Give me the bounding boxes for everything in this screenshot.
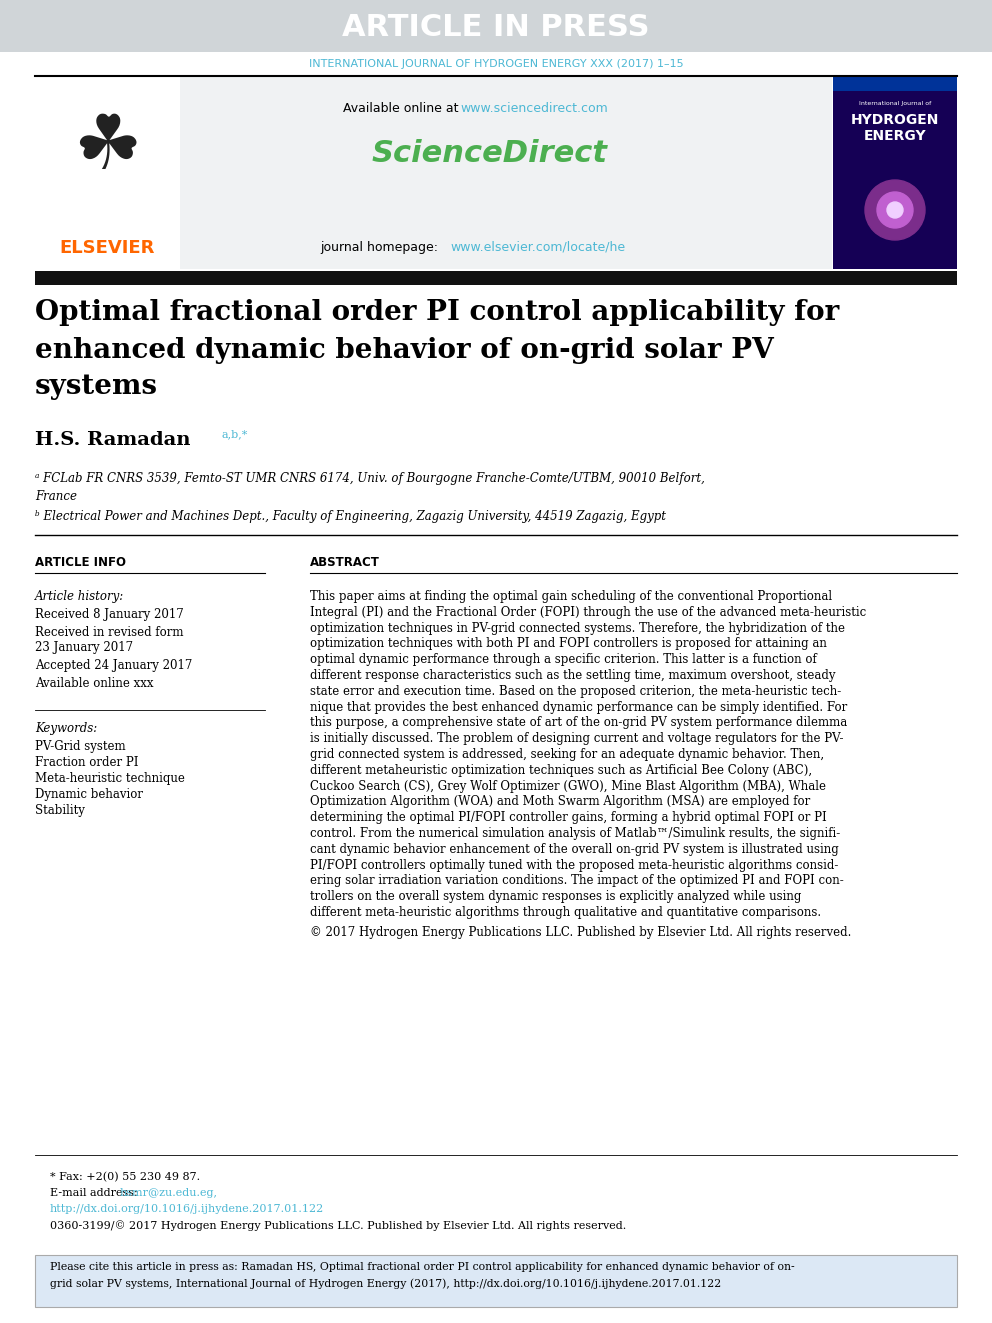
Text: This paper aims at finding the optimal gain scheduling of the conventional Propo: This paper aims at finding the optimal g…: [310, 590, 832, 603]
Text: Available online xxx: Available online xxx: [35, 677, 154, 691]
FancyBboxPatch shape: [0, 0, 992, 52]
Text: PI/FOPI controllers optimally tuned with the proposed meta-heuristic algorithms : PI/FOPI controllers optimally tuned with…: [310, 859, 838, 872]
Text: Received 8 January 2017: Received 8 January 2017: [35, 609, 184, 620]
Text: Stability: Stability: [35, 804, 85, 818]
Text: ABSTRACT: ABSTRACT: [310, 557, 380, 569]
FancyBboxPatch shape: [35, 271, 957, 284]
Text: © 2017 Hydrogen Energy Publications LLC. Published by Elsevier Ltd. All rights r: © 2017 Hydrogen Energy Publications LLC.…: [310, 926, 851, 939]
Text: Integral (PI) and the Fractional Order (FOPI) through the use of the advanced me: Integral (PI) and the Fractional Order (…: [310, 606, 866, 619]
Text: www.elsevier.com/locate/he: www.elsevier.com/locate/he: [450, 241, 625, 254]
Text: Article history:: Article history:: [35, 590, 124, 603]
Text: ☘: ☘: [72, 111, 141, 185]
Text: 23 January 2017: 23 January 2017: [35, 642, 133, 654]
Text: journal homepage:: journal homepage:: [320, 241, 442, 254]
Text: cant dynamic behavior enhancement of the overall on-grid PV system is illustrate: cant dynamic behavior enhancement of the…: [310, 843, 839, 856]
Text: ELSEVIER: ELSEVIER: [60, 239, 155, 257]
Text: ENERGY: ENERGY: [864, 130, 927, 143]
Text: ARTICLE IN PRESS: ARTICLE IN PRESS: [342, 12, 650, 41]
Text: 0360-3199/© 2017 Hydrogen Energy Publications LLC. Published by Elsevier Ltd. Al: 0360-3199/© 2017 Hydrogen Energy Publica…: [50, 1220, 626, 1230]
Text: optimization techniques in PV-grid connected systems. Therefore, the hybridizati: optimization techniques in PV-grid conne…: [310, 622, 845, 635]
Text: ᵇ Electrical Power and Machines Dept., Faculty of Engineering, Zagazig Universit: ᵇ Electrical Power and Machines Dept., F…: [35, 509, 666, 523]
Text: Accepted 24 January 2017: Accepted 24 January 2017: [35, 659, 192, 672]
Text: HYDROGEN: HYDROGEN: [851, 112, 939, 127]
Text: E-mail address:: E-mail address:: [50, 1188, 141, 1199]
Text: Available online at: Available online at: [343, 102, 462, 115]
FancyBboxPatch shape: [180, 77, 832, 269]
Text: this purpose, a comprehensive state of art of the on-grid PV system performance : this purpose, a comprehensive state of a…: [310, 716, 847, 729]
Circle shape: [887, 202, 903, 218]
Text: control. From the numerical simulation analysis of Matlab™/Simulink results, the: control. From the numerical simulation a…: [310, 827, 840, 840]
Text: Please cite this article in press as: Ramadan HS, Optimal fractional order PI co: Please cite this article in press as: Ra…: [50, 1262, 795, 1271]
Text: Fraction order PI: Fraction order PI: [35, 755, 139, 769]
Text: a,b,*: a,b,*: [222, 429, 248, 439]
Text: different metaheuristic optimization techniques such as Artificial Bee Colony (A: different metaheuristic optimization tec…: [310, 763, 812, 777]
Text: * Fax: +2(0) 55 230 49 87.: * Fax: +2(0) 55 230 49 87.: [50, 1172, 200, 1183]
FancyBboxPatch shape: [35, 77, 180, 269]
FancyBboxPatch shape: [35, 1256, 957, 1307]
Text: ScienceDirect: ScienceDirect: [372, 139, 608, 168]
Text: nique that provides the best enhanced dynamic performance can be simply identifi: nique that provides the best enhanced dy…: [310, 701, 847, 713]
Text: H.S. Ramadan: H.S. Ramadan: [35, 431, 190, 448]
Text: determining the optimal PI/FOPI controller gains, forming a hybrid optimal FOPI : determining the optimal PI/FOPI controll…: [310, 811, 826, 824]
Text: different response characteristics such as the settling time, maximum overshoot,: different response characteristics such …: [310, 669, 835, 681]
Text: systems: systems: [35, 373, 158, 401]
Text: ᵃ FCLab FR CNRS 3539, Femto-ST UMR CNRS 6174, Univ. of Bourgogne Franche-Comte/U: ᵃ FCLab FR CNRS 3539, Femto-ST UMR CNRS …: [35, 472, 705, 486]
Text: Meta-heuristic technique: Meta-heuristic technique: [35, 773, 185, 785]
FancyBboxPatch shape: [833, 77, 957, 91]
Text: Keywords:: Keywords:: [35, 722, 97, 736]
Text: http://dx.doi.org/10.1016/j.ijhydene.2017.01.122: http://dx.doi.org/10.1016/j.ijhydene.201…: [50, 1204, 324, 1215]
Text: hsmr@zu.edu.eg,: hsmr@zu.edu.eg,: [120, 1188, 218, 1199]
Text: optimization techniques with both PI and FOPI controllers is proposed for attain: optimization techniques with both PI and…: [310, 638, 827, 651]
Text: International Journal of: International Journal of: [859, 101, 931, 106]
Text: state error and execution time. Based on the proposed criterion, the meta-heuris: state error and execution time. Based on…: [310, 685, 841, 697]
Text: Cuckoo Search (CS), Grey Wolf Optimizer (GWO), Mine Blast Algorithm (MBA), Whale: Cuckoo Search (CS), Grey Wolf Optimizer …: [310, 779, 826, 792]
Text: France: France: [35, 490, 77, 503]
Circle shape: [877, 192, 913, 228]
Text: Dynamic behavior: Dynamic behavior: [35, 789, 143, 800]
Text: enhanced dynamic behavior of on-grid solar PV: enhanced dynamic behavior of on-grid sol…: [35, 336, 774, 364]
Text: Optimal fractional order PI control applicability for: Optimal fractional order PI control appl…: [35, 299, 839, 327]
Text: PV-Grid system: PV-Grid system: [35, 740, 126, 753]
Text: trollers on the overall system dynamic responses is explicitly analyzed while us: trollers on the overall system dynamic r…: [310, 890, 802, 904]
FancyBboxPatch shape: [833, 77, 957, 269]
Text: Optimization Algorithm (WOA) and Moth Swarm Algorithm (MSA) are employed for: Optimization Algorithm (WOA) and Moth Sw…: [310, 795, 810, 808]
Text: is initially discussed. The problem of designing current and voltage regulators : is initially discussed. The problem of d…: [310, 732, 843, 745]
Text: ering solar irradiation variation conditions. The impact of the optimized PI and: ering solar irradiation variation condit…: [310, 875, 844, 888]
Text: www.sciencedirect.com: www.sciencedirect.com: [460, 102, 608, 115]
Text: optimal dynamic performance through a specific criterion. This latter is a funct: optimal dynamic performance through a sp…: [310, 654, 816, 667]
Text: Received in revised form: Received in revised form: [35, 626, 184, 639]
Text: INTERNATIONAL JOURNAL OF HYDROGEN ENERGY XXX (2017) 1–15: INTERNATIONAL JOURNAL OF HYDROGEN ENERGY…: [309, 60, 683, 69]
Text: different meta-heuristic algorithms through qualitative and quantitative compari: different meta-heuristic algorithms thro…: [310, 906, 821, 919]
Text: ARTICLE INFO: ARTICLE INFO: [35, 557, 126, 569]
Circle shape: [865, 180, 925, 239]
Text: grid solar PV systems, International Journal of Hydrogen Energy (2017), http://d: grid solar PV systems, International Jou…: [50, 1278, 721, 1289]
Text: grid connected system is addressed, seeking for an adequate dynamic behavior. Th: grid connected system is addressed, seek…: [310, 747, 824, 761]
